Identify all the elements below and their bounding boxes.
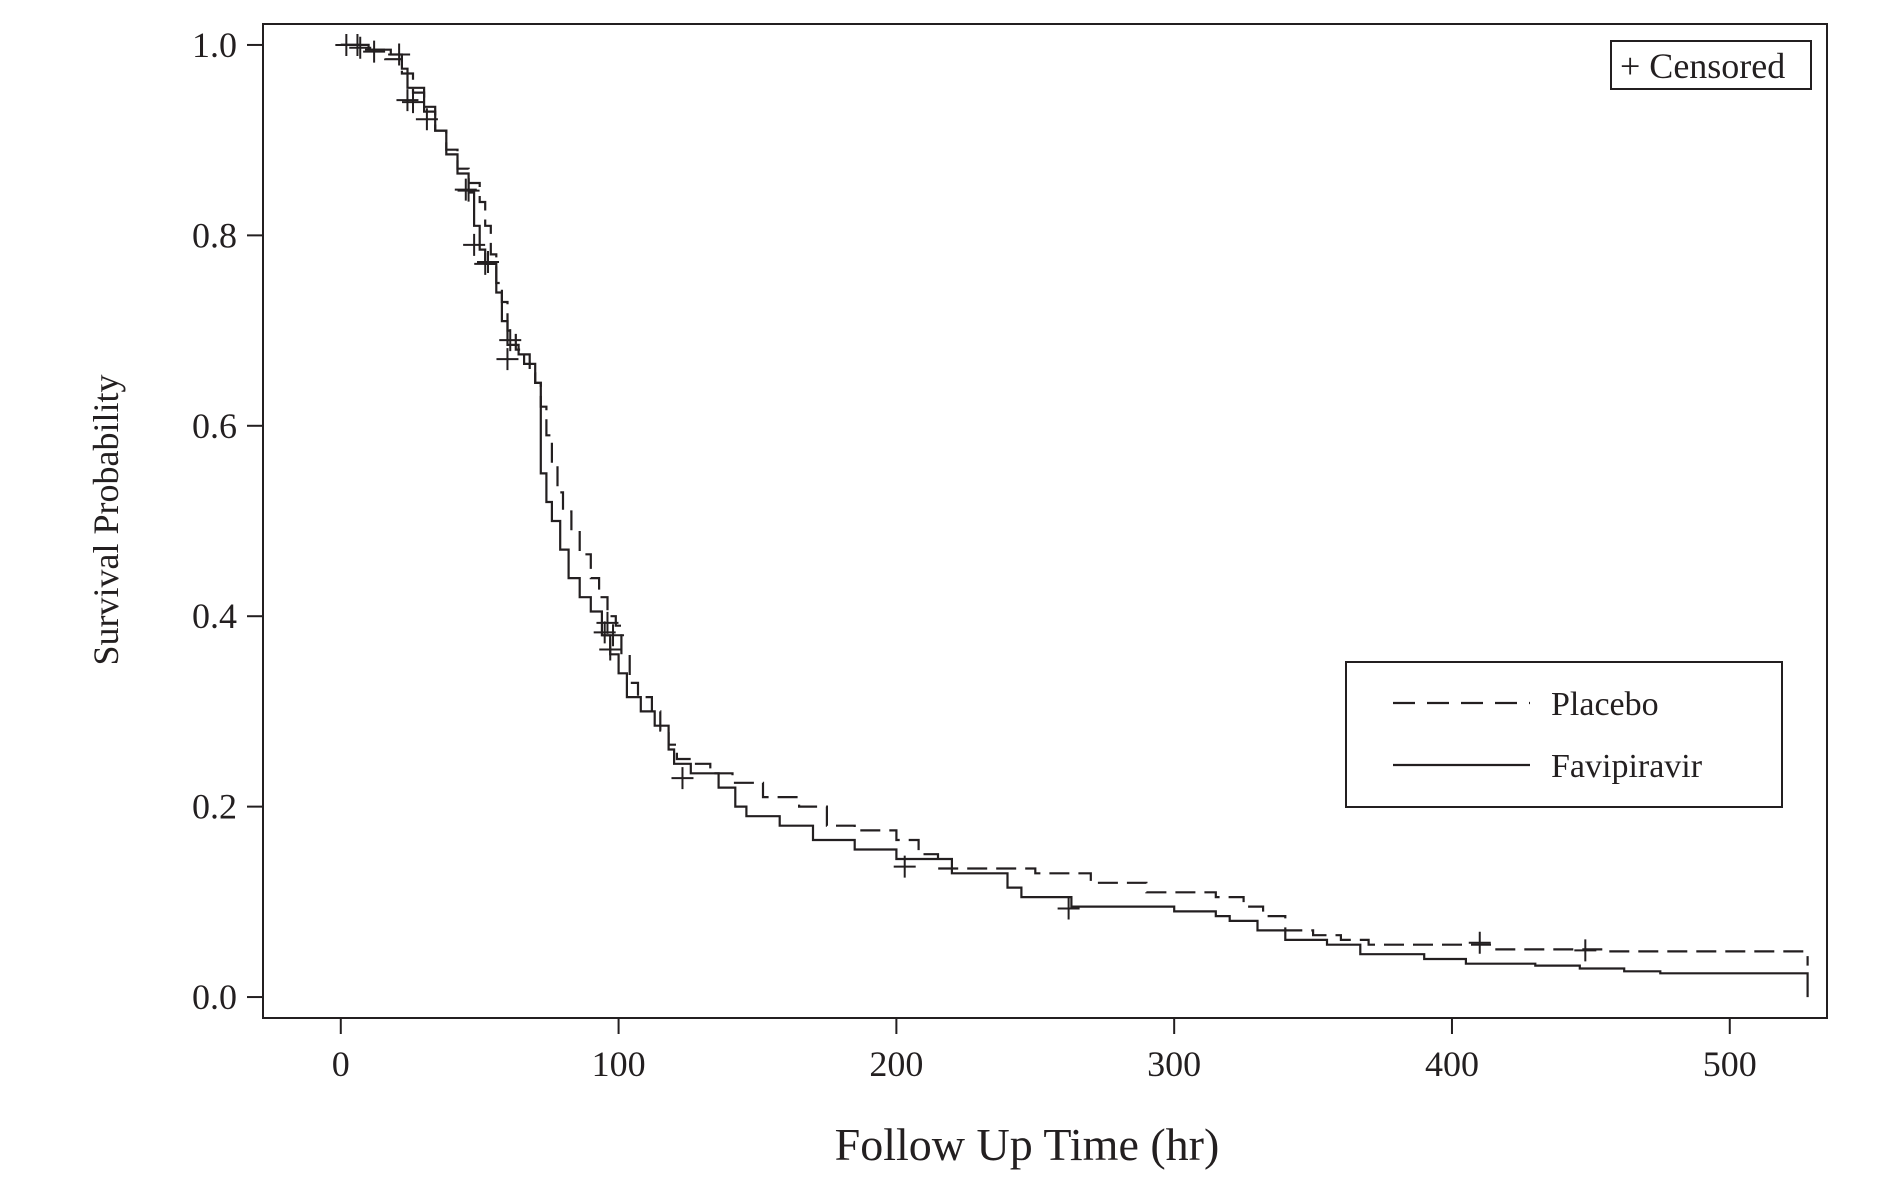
series-legend: Placebo Favipiravir xyxy=(1345,661,1783,808)
censor-legend: + Censored xyxy=(1610,40,1812,90)
censor-mark-placebo xyxy=(463,233,486,256)
censor-mark-placebo xyxy=(1574,939,1597,962)
censor-mark-favipiravir xyxy=(454,178,477,201)
series-line-placebo xyxy=(340,43,1809,966)
censor-mark-placebo xyxy=(1468,931,1491,954)
series-line-favipiravir xyxy=(340,43,1809,998)
x-tick-label: 100 xyxy=(592,1044,646,1084)
y-tick-label: 0.8 xyxy=(192,215,237,255)
x-tick-label: 500 xyxy=(1703,1044,1757,1084)
x-tick-label: 200 xyxy=(869,1044,923,1084)
censor-mark-placebo xyxy=(363,40,386,63)
y-tick-label: 1.0 xyxy=(192,25,237,65)
censor-legend-label: + Censored xyxy=(1620,46,1785,86)
legend-label-favipiravir: Favipiravir xyxy=(1551,748,1703,785)
censor-mark-favipiravir xyxy=(496,348,519,371)
censor-mark-favipiravir xyxy=(893,855,916,878)
censor-mark-favipiravir xyxy=(1057,897,1080,920)
legend-label-placebo: Placebo xyxy=(1551,686,1659,723)
series-legend-box xyxy=(1345,661,1783,808)
y-tick-label: 0.6 xyxy=(192,406,237,446)
y-tick-label: 0.4 xyxy=(192,596,237,636)
censor-legend-box xyxy=(1610,40,1812,90)
plot-frame xyxy=(262,23,1828,1019)
censor-mark-placebo xyxy=(477,251,500,274)
x-tick-label: 400 xyxy=(1425,1044,1479,1084)
y-tick-label: 0.2 xyxy=(192,787,237,827)
censor-mark-favipiravir xyxy=(593,621,616,644)
censor-mark-placebo xyxy=(596,611,619,634)
censor-mark-favipiravir xyxy=(346,33,369,56)
x-axis-label: Follow Up Time (hr) xyxy=(835,1119,1220,1170)
y-axis-label: Survival Probability xyxy=(86,375,126,666)
x-tick-label: 300 xyxy=(1147,1044,1201,1084)
x-axis: 0 100 200 300 400 500 xyxy=(332,1018,1757,1084)
censor-mark-favipiravir xyxy=(671,767,694,790)
y-tick-label: 0.0 xyxy=(192,977,237,1017)
censor-mark-favipiravir xyxy=(599,638,622,661)
x-tick-label: 0 xyxy=(332,1044,350,1084)
censor-mark-favipiravir xyxy=(402,91,425,114)
censor-mark-placebo xyxy=(499,329,522,352)
censor-mark-favipiravir xyxy=(474,252,497,275)
y-axis: 0.0 0.2 0.4 0.6 0.8 1.0 xyxy=(192,25,263,1017)
series-layer xyxy=(335,33,1809,998)
censor-mark-placebo xyxy=(396,89,419,112)
